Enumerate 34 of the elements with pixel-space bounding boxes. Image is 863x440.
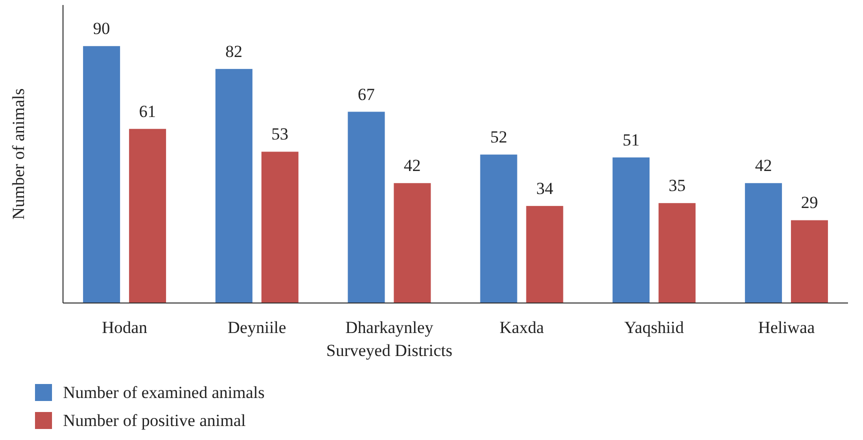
x-tick-label: Yaqshiid xyxy=(624,318,684,337)
x-tick-label: Deyniile xyxy=(228,318,286,337)
bar xyxy=(261,152,298,303)
data-label: 52 xyxy=(490,128,508,147)
data-label: 29 xyxy=(800,193,818,212)
data-label: 90 xyxy=(93,19,110,38)
bar xyxy=(394,183,431,303)
bar xyxy=(215,68,252,303)
bar xyxy=(744,183,782,303)
data-label: 82 xyxy=(225,42,242,61)
data-label: 42 xyxy=(404,156,421,176)
bar xyxy=(83,46,120,303)
x-tick-label: Hodan xyxy=(102,318,148,337)
legend-label: Number of positive animal xyxy=(63,411,246,430)
data-label: 51 xyxy=(622,130,640,150)
data-label: 53 xyxy=(271,124,288,144)
x-axis-title: Surveyed Districts xyxy=(326,341,452,360)
bar xyxy=(790,220,828,303)
data-label: 35 xyxy=(668,176,686,196)
data-label: 61 xyxy=(139,102,156,121)
x-tick-label: Heliwaa xyxy=(758,318,816,337)
bar xyxy=(480,154,518,303)
legend-label: Number of examined animals xyxy=(63,383,265,402)
bar xyxy=(526,206,564,303)
x-tick-label: Dharkaynley xyxy=(345,318,434,337)
data-label: 67 xyxy=(358,84,376,104)
x-tick-label: Kaxda xyxy=(500,318,544,337)
bar xyxy=(658,203,696,303)
bar xyxy=(348,112,385,303)
y-axis-title: Number of animals xyxy=(9,88,28,220)
data-label: 34 xyxy=(536,178,554,198)
bar xyxy=(612,157,650,303)
bar xyxy=(129,128,166,303)
data-label: 42 xyxy=(754,156,772,176)
